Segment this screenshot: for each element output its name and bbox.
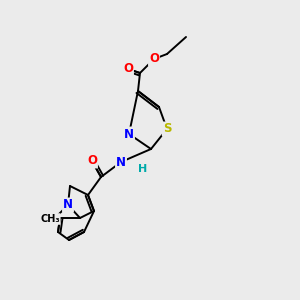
- Text: N: N: [63, 199, 73, 212]
- Text: S: S: [163, 122, 171, 136]
- Text: O: O: [87, 154, 97, 167]
- Text: N: N: [116, 155, 126, 169]
- Text: CH₃: CH₃: [40, 214, 60, 224]
- Text: H: H: [138, 164, 148, 174]
- Text: O: O: [149, 52, 159, 65]
- Text: O: O: [123, 62, 133, 76]
- Text: N: N: [124, 128, 134, 140]
